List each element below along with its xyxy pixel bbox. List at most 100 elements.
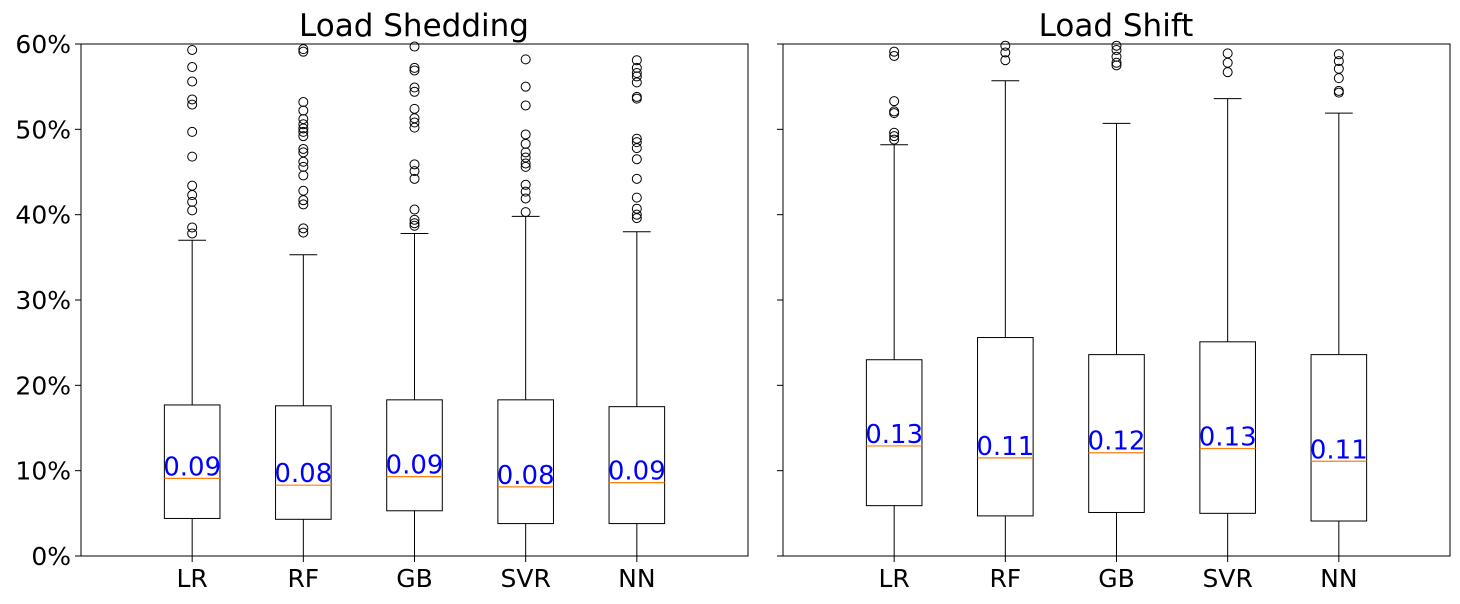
outlier-point [889,134,900,145]
outlier-point [298,147,309,158]
outlier-point [520,138,531,149]
box-body [1199,341,1256,514]
chart-title: Load Shift [1039,8,1194,44]
outlier-point [1111,40,1122,51]
outlier-point [187,126,198,137]
box-lr: 0.09 [163,44,221,557]
outlier-point [1333,63,1344,74]
outlier-point [889,50,900,61]
outlier-point [409,218,420,229]
x-tick-label: LR [177,564,208,593]
outlier-point [187,196,198,207]
outlier-point [631,137,642,148]
outlier-point [889,127,900,138]
outlier-point [298,131,309,142]
y-tick-label: 50% [15,115,71,144]
outlier-point [187,228,198,239]
y-tick-label: 10% [15,457,71,486]
panel-load-shedding: Load Shedding 0% 10% 20% 30% 40% 50% 60% 0.09 LR… [15,8,749,593]
box-nn: 0.11 [1310,49,1368,557]
box-gb: 0.12 [1088,40,1146,557]
box-nn: 0.09 [608,55,666,557]
median-label: 0.09 [163,452,221,482]
box-gb: 0.09 [386,41,443,557]
outlier-point [298,199,309,210]
x-tick-label: GB [396,564,433,593]
outlier-point [187,99,198,110]
outlier-point [409,166,420,177]
median-label: 0.12 [1088,427,1146,457]
outlier-point [409,173,420,184]
y-tick-label: 30% [15,286,71,315]
y-tick-label: 40% [15,201,71,230]
outlier-point [1333,85,1344,96]
outlier-point [889,96,900,107]
outlier-point [631,55,642,66]
box-body [386,399,443,512]
outlier-point [1111,44,1122,55]
outlier-point [298,185,309,196]
outlier-point [1333,56,1344,67]
outlier-point [1222,57,1233,68]
outlier-point [298,114,309,125]
outlier-point [520,152,531,163]
outlier-point [409,204,420,215]
outlier-point [520,193,531,204]
box-body [977,337,1034,517]
outlier-point [631,209,642,220]
outlier-point [409,86,420,97]
median-label: 0.09 [608,457,666,487]
outlier-point [1333,73,1344,84]
x-tick-label: SVR [1202,564,1252,593]
outlier-point [409,65,420,76]
outlier-point [187,76,198,87]
x-tick-label: GB [1098,564,1135,593]
outlier-point [409,220,420,231]
y-tick-label: 20% [15,371,71,400]
outlier-point [1000,47,1011,58]
outlier-point [1222,48,1233,59]
outlier-point [409,41,420,52]
y-tick-label: 60% [15,30,71,59]
outlier-point [520,186,531,197]
outlier-point [631,173,642,184]
outlier-point [409,103,420,114]
median-label: 0.08 [497,461,555,491]
median-label: 0.11 [1310,435,1368,465]
outlier-point [298,119,309,130]
outlier-point [409,82,420,93]
outlier-point [409,122,420,133]
outlier-point [298,227,309,238]
outlier-point [631,154,642,165]
outlier-point [187,180,198,191]
chart-title: Load Shedding [299,8,529,44]
x-tick-label: LR [879,564,910,593]
outlier-point [520,54,531,65]
outlier-point [889,106,900,117]
outlier-point [520,179,531,190]
box-svr: 0.13 [1199,48,1257,557]
outlier-point [187,205,198,216]
box-rf: 0.11 [976,40,1034,557]
outlier-point [1000,55,1011,66]
outlier-point [520,158,531,169]
outlier-point [520,207,531,218]
outlier-point [298,156,309,167]
outlier-point [187,62,198,73]
outlier-point [298,143,309,154]
outlier-point [520,100,531,111]
panel-load-shift: Load Shift 0.13 LR 0.11 RF 0.12 GB 0.13 SVR 0.11… [777,8,1451,593]
outlier-point [1111,51,1122,62]
outlier-point [631,133,642,144]
outlier-point [298,105,309,116]
outlier-point [187,44,198,55]
box-body [1310,354,1368,522]
outlier-point [187,190,198,201]
outlier-point [520,129,531,140]
box-lr: 0.13 [865,46,923,557]
outlier-point [298,126,309,137]
box-svr: 0.08 [497,54,555,557]
median-label: 0.13 [1199,422,1257,452]
box-body [1088,354,1145,513]
